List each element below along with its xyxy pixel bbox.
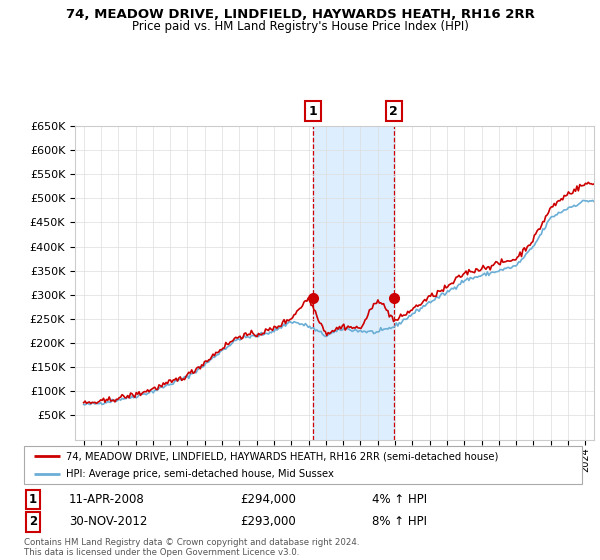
Text: 2: 2 (29, 515, 37, 529)
Text: £294,000: £294,000 (240, 493, 296, 506)
Text: Contains HM Land Registry data © Crown copyright and database right 2024.
This d: Contains HM Land Registry data © Crown c… (24, 538, 359, 557)
Text: Price paid vs. HM Land Registry's House Price Index (HPI): Price paid vs. HM Land Registry's House … (131, 20, 469, 32)
Text: 30-NOV-2012: 30-NOV-2012 (69, 515, 148, 529)
Text: 11-APR-2008: 11-APR-2008 (69, 493, 145, 506)
Text: 1: 1 (309, 105, 317, 118)
Text: 74, MEADOW DRIVE, LINDFIELD, HAYWARDS HEATH, RH16 2RR: 74, MEADOW DRIVE, LINDFIELD, HAYWARDS HE… (65, 8, 535, 21)
Text: 8% ↑ HPI: 8% ↑ HPI (372, 515, 427, 529)
Text: 2: 2 (389, 105, 398, 118)
Text: £293,000: £293,000 (240, 515, 296, 529)
Text: HPI: Average price, semi-detached house, Mid Sussex: HPI: Average price, semi-detached house,… (66, 469, 334, 479)
Text: 74, MEADOW DRIVE, LINDFIELD, HAYWARDS HEATH, RH16 2RR (semi-detached house): 74, MEADOW DRIVE, LINDFIELD, HAYWARDS HE… (66, 451, 498, 461)
Text: 4% ↑ HPI: 4% ↑ HPI (372, 493, 427, 506)
FancyBboxPatch shape (24, 446, 582, 484)
Text: 1: 1 (29, 493, 37, 506)
Bar (313, 126, 394, 440)
